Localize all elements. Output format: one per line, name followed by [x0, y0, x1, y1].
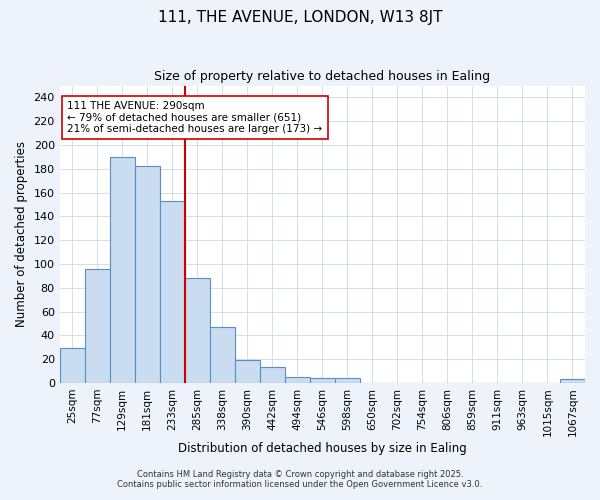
Bar — [235, 360, 260, 383]
Bar — [135, 166, 160, 383]
Text: 111 THE AVENUE: 290sqm
← 79% of detached houses are smaller (651)
21% of semi-de: 111 THE AVENUE: 290sqm ← 79% of detached… — [67, 101, 322, 134]
Bar — [185, 278, 210, 383]
Text: Contains HM Land Registry data © Crown copyright and database right 2025.
Contai: Contains HM Land Registry data © Crown c… — [118, 470, 482, 489]
X-axis label: Distribution of detached houses by size in Ealing: Distribution of detached houses by size … — [178, 442, 467, 455]
Bar — [260, 368, 285, 383]
Bar — [85, 269, 110, 383]
Bar — [110, 157, 135, 383]
Bar — [59, 348, 85, 383]
Title: Size of property relative to detached houses in Ealing: Size of property relative to detached ho… — [154, 70, 490, 83]
Bar — [285, 377, 310, 383]
Bar — [160, 201, 185, 383]
Bar — [210, 327, 235, 383]
Bar — [335, 378, 360, 383]
Y-axis label: Number of detached properties: Number of detached properties — [15, 142, 28, 328]
Bar — [560, 380, 585, 383]
Bar — [310, 378, 335, 383]
Text: 111, THE AVENUE, LONDON, W13 8JT: 111, THE AVENUE, LONDON, W13 8JT — [158, 10, 442, 25]
